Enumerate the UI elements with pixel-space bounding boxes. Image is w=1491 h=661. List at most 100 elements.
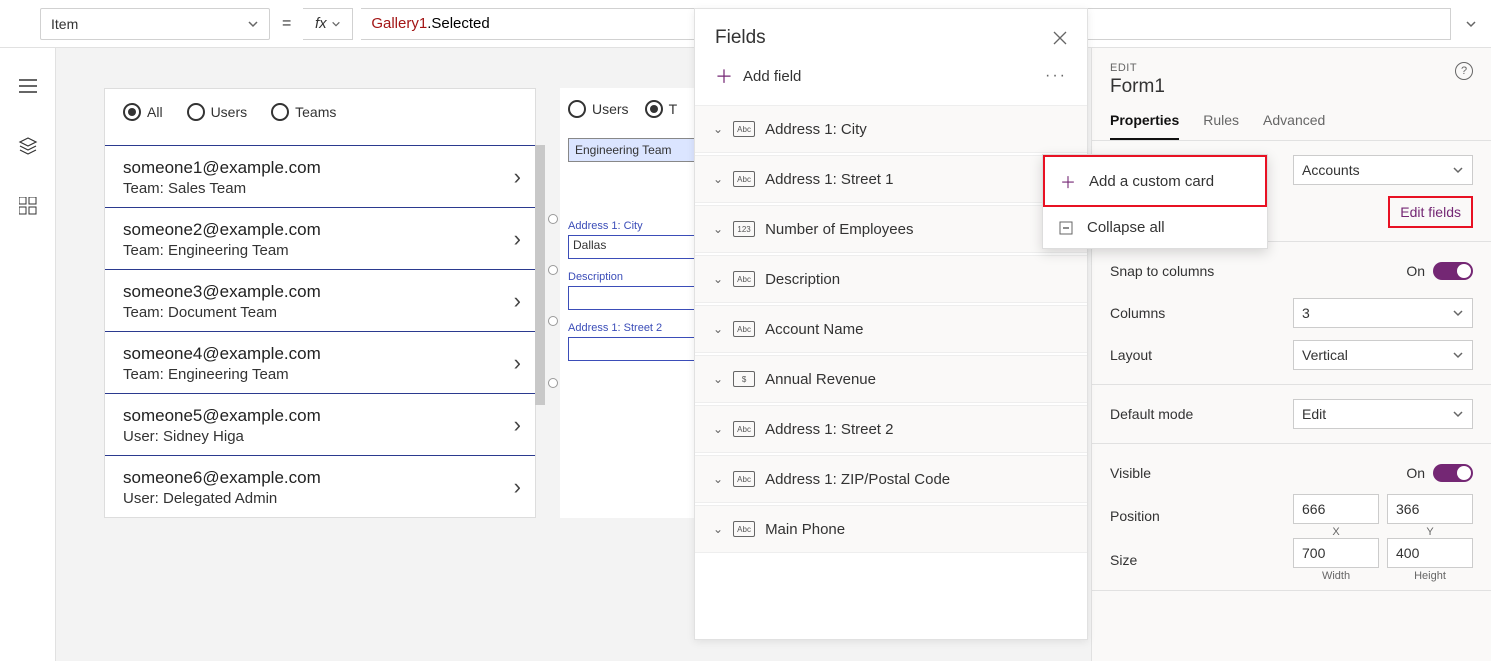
field-row[interactable]: ⌄AbcAddress 1: City xyxy=(695,105,1087,153)
width-input[interactable]: 700 xyxy=(1293,538,1379,568)
text-type-icon: Abc xyxy=(733,171,755,187)
scrollbar[interactable] xyxy=(535,145,545,405)
chevron-down-icon: ⌄ xyxy=(713,172,723,186)
field-row[interactable]: ⌄AbcAddress 1: Street 1 xyxy=(695,155,1087,203)
formula-token-member: .Selected xyxy=(427,15,490,32)
fx-button[interactable]: fx xyxy=(303,8,353,40)
add-field-button[interactable]: ＋ Add field xyxy=(715,63,801,89)
collapse-all-item[interactable]: Collapse all xyxy=(1043,207,1267,248)
field-row[interactable]: ⌄$Annual Revenue xyxy=(695,355,1087,403)
currency-type-icon: $ xyxy=(733,371,755,387)
context-menu: ＋ Add a custom card Collapse all xyxy=(1042,154,1268,249)
gallery-filters: All Users Teams xyxy=(105,89,535,145)
snap-toggle[interactable]: On xyxy=(1406,262,1473,280)
selection-handle[interactable] xyxy=(548,316,558,326)
left-rail xyxy=(0,48,56,661)
field-row[interactable]: ⌄123Number of Employees xyxy=(695,205,1087,253)
chevron-down-icon: ⌄ xyxy=(713,272,723,286)
chevron-right-icon: › xyxy=(514,474,521,500)
plus-icon: ＋ xyxy=(1059,169,1077,193)
form-radio-users[interactable]: Users xyxy=(568,100,629,118)
tab-properties[interactable]: Properties xyxy=(1110,112,1179,140)
edit-fields-link[interactable]: Edit fields xyxy=(1388,196,1473,228)
chevron-right-icon: › xyxy=(514,164,521,190)
layout-label: Layout xyxy=(1110,347,1152,363)
list-item[interactable]: someone4@example.comTeam: Engineering Te… xyxy=(105,331,535,393)
filter-all[interactable]: All xyxy=(123,103,163,121)
position-label: Position xyxy=(1110,508,1160,524)
hamburger-icon[interactable] xyxy=(18,76,38,96)
chevron-down-icon: ⌄ xyxy=(713,422,723,436)
properties-panel: EDIT Form1 ? Properties Rules Advanced A… xyxy=(1091,48,1491,661)
fields-panel-title: Fields xyxy=(715,27,766,49)
default-mode-select[interactable]: Edit xyxy=(1293,399,1473,429)
form-radio-teams[interactable]: T xyxy=(645,100,678,118)
text-type-icon: Abc xyxy=(733,321,755,337)
chevron-down-icon: ⌄ xyxy=(713,322,723,336)
field-row[interactable]: ⌄AbcMain Phone xyxy=(695,505,1087,553)
more-icon[interactable]: ··· xyxy=(1045,67,1067,85)
property-selector[interactable]: Item xyxy=(40,8,270,40)
fx-label: fx xyxy=(315,15,327,32)
close-icon[interactable] xyxy=(1053,31,1067,45)
columns-select[interactable]: 3 xyxy=(1293,298,1473,328)
snap-label: Snap to columns xyxy=(1110,263,1214,279)
tab-advanced[interactable]: Advanced xyxy=(1263,112,1325,140)
field-row[interactable]: ⌄AbcAddress 1: ZIP/Postal Code xyxy=(695,455,1087,503)
chevron-right-icon: › xyxy=(514,226,521,252)
selection-handle[interactable] xyxy=(548,265,558,275)
fields-list: ⌄AbcAddress 1: City ⌄AbcAddress 1: Stree… xyxy=(695,105,1087,553)
field-row[interactable]: ⌄AbcDescription xyxy=(695,255,1087,303)
chevron-down-icon: ⌄ xyxy=(713,372,723,386)
edit-label: EDIT xyxy=(1110,62,1165,74)
field-row[interactable]: ⌄AbcAddress 1: Street 2 xyxy=(695,405,1087,453)
chevron-right-icon: › xyxy=(514,412,521,438)
field-row[interactable]: ⌄AbcAccount Name xyxy=(695,305,1087,353)
collapse-icon xyxy=(1057,221,1075,235)
list-item[interactable]: someone1@example.comTeam: Sales Team› xyxy=(105,145,535,207)
list-item[interactable]: someone3@example.comTeam: Document Team› xyxy=(105,269,535,331)
chevron-down-icon: ⌄ xyxy=(713,222,723,236)
property-name: Item xyxy=(51,16,78,32)
chevron-down-icon: ⌄ xyxy=(713,522,723,536)
gallery-list: someone1@example.comTeam: Sales Team› so… xyxy=(105,145,535,517)
chevron-down-icon xyxy=(247,18,259,30)
list-item[interactable]: someone6@example.comUser: Delegated Admi… xyxy=(105,455,535,517)
chevron-right-icon: › xyxy=(514,288,521,314)
fields-panel: Fields ＋ Add field ··· ⌄AbcAddress 1: Ci… xyxy=(694,8,1088,640)
selection-handle[interactable] xyxy=(548,378,558,388)
pos-y-input[interactable]: 366 xyxy=(1387,494,1473,524)
text-type-icon: Abc xyxy=(733,271,755,287)
gallery-card: All Users Teams someone1@example.comTeam… xyxy=(104,88,536,518)
formula-token-object: Gallery1 xyxy=(371,15,427,32)
data-source-select[interactable]: Accounts xyxy=(1293,155,1473,185)
size-label: Size xyxy=(1110,552,1137,568)
default-mode-label: Default mode xyxy=(1110,406,1193,422)
filter-teams[interactable]: Teams xyxy=(271,103,336,121)
chevron-right-icon: › xyxy=(514,350,521,376)
help-icon[interactable]: ? xyxy=(1455,62,1473,80)
selection-handle[interactable] xyxy=(548,214,558,224)
pos-x-input[interactable]: 666 xyxy=(1293,494,1379,524)
properties-tabs: Properties Rules Advanced xyxy=(1092,104,1491,141)
list-item[interactable]: someone2@example.comTeam: Engineering Te… xyxy=(105,207,535,269)
apps-icon[interactable] xyxy=(18,196,38,216)
list-item[interactable]: someone5@example.comUser: Sidney Higa› xyxy=(105,393,535,455)
text-type-icon: Abc xyxy=(733,471,755,487)
visible-label: Visible xyxy=(1110,465,1151,481)
equals-sign: = xyxy=(278,15,295,33)
chevron-down-icon: ⌄ xyxy=(713,472,723,486)
number-type-icon: 123 xyxy=(733,221,755,237)
visible-toggle[interactable]: On xyxy=(1406,464,1473,482)
control-name: Form1 xyxy=(1110,76,1165,98)
layout-select[interactable]: Vertical xyxy=(1293,340,1473,370)
height-input[interactable]: 400 xyxy=(1387,538,1473,568)
add-custom-card-item[interactable]: ＋ Add a custom card xyxy=(1043,155,1267,207)
formula-expand-icon[interactable] xyxy=(1459,18,1483,30)
text-type-icon: Abc xyxy=(733,421,755,437)
filter-users[interactable]: Users xyxy=(187,103,248,121)
plus-icon: ＋ xyxy=(715,63,733,89)
tab-rules[interactable]: Rules xyxy=(1203,112,1239,140)
layers-icon[interactable] xyxy=(18,136,38,156)
chevron-down-icon: ⌄ xyxy=(713,122,723,136)
